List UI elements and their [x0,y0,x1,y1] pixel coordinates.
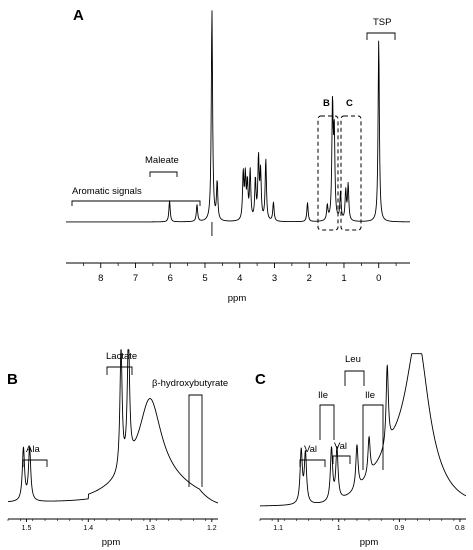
x-tick-label: 1.5 [22,525,32,532]
panel-c-x-axis-label: ppm [360,537,379,548]
aromatic-signals-bracket [71,200,201,206]
ile-label-right: Ile [365,390,375,401]
val-bracket-left [299,459,326,467]
x-tick-label: 1.1 [273,525,283,532]
x-tick-label: 0.9 [394,525,404,532]
ile-bracket-left [319,404,335,440]
leu-label: Leu [345,354,361,365]
x-tick-label: 0 [376,273,381,284]
panel-b: B 1.5 1.4 1.3 1.2 ppm Ala Lactate β-hydroxy… [7,349,228,548]
panel-c-x-ticks: 1.1 1 0.9 0.8 [259,519,465,532]
aromatic-signals-label: Aromatic signals [72,186,142,197]
x-tick-label: 2 [307,273,312,284]
x-tick-label: 1.4 [83,525,93,532]
panel-a-letter: A [73,7,84,24]
beta-hydroxybutyrate-bracket [188,394,203,487]
leu-bracket [344,370,365,386]
x-tick-label: 1.2 [207,525,217,532]
panel-b-spectrum [7,349,219,504]
panel-b-x-axis-label: ppm [102,537,121,548]
panel-c: C 1.1 1 0.9 0.8 ppm Val Ile Leu Val Ile [255,353,467,548]
panel-a-spectrum [65,10,411,236]
x-tick-label: 4 [237,273,242,284]
tsp-bracket [366,32,396,40]
x-tick-label: 7 [133,273,138,284]
lactate-bracket [106,366,133,375]
x-tick-label: 5 [202,273,207,284]
x-tick-label: 3 [272,273,277,284]
tsp-label: TSP [373,17,391,28]
val-bracket-right [332,455,351,464]
ile-bracket-right [362,404,384,470]
x-tick-label: 1 [341,273,346,284]
region-c-label: C [346,98,353,109]
panel-b-x-ticks: 1.5 1.4 1.3 1.2 [7,519,217,532]
panel-c-spectrum [259,353,467,507]
panel-a: A 8 7 6 5 4 3 2 1 0 ppm Aromatic signals Maleate… [65,7,411,304]
maleate-label: Maleate [145,155,179,166]
x-tick-label: 1 [337,525,341,532]
beta-hydroxybutyrate-label: β-hydroxybutyrate [152,378,228,389]
val-label-right: Val [334,441,347,452]
val-label-left: Val [304,444,317,455]
region-c-box [340,115,362,231]
ala-label: Ala [26,444,40,455]
region-b-label: B [323,98,330,109]
x-tick-label: 8 [98,273,103,284]
ile-label-left: Ile [318,390,328,401]
lactate-label: Lactate [106,351,137,362]
x-tick-label: 0.8 [455,525,465,532]
panel-c-letter: C [255,371,266,388]
panel-b-letter: B [7,371,18,388]
panel-a-x-axis-label: ppm [228,293,247,304]
panel-a-x-ticks: 8 7 6 5 4 3 2 1 0 [83,263,397,284]
x-tick-label: 1.3 [145,525,155,532]
region-b-box [317,115,339,231]
maleate-bracket [149,171,178,177]
x-tick-label: 6 [168,273,173,284]
ala-bracket [22,459,48,467]
